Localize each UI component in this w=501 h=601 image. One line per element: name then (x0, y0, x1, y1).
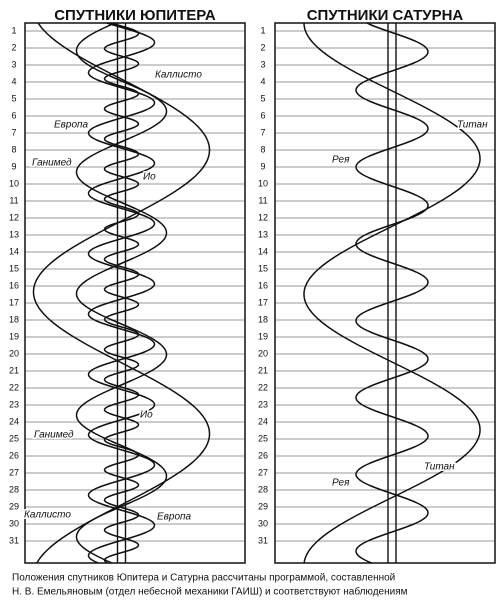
day-label: 8 (11, 144, 16, 154)
day-label: 7 (260, 127, 265, 137)
day-label: 28 (9, 484, 19, 494)
day-label: 18 (258, 314, 268, 324)
day-label: 5 (11, 93, 16, 103)
day-label: 15 (9, 263, 19, 273)
day-label: 19 (9, 331, 19, 341)
moon-label: Титан (457, 120, 488, 131)
day-label: 4 (260, 76, 265, 86)
caption-line: Н. В. Емельяновым (отдел небесной механи… (12, 586, 408, 598)
day-label: 27 (258, 467, 268, 477)
day-label: 26 (258, 450, 268, 460)
moon-label: Ганимед (34, 430, 74, 441)
moon-label: Ио (140, 410, 153, 421)
day-label: 26 (9, 450, 19, 460)
panel-title: СПУТНИКИ ЮПИТЕРА (54, 7, 216, 24)
day-label: 7 (11, 127, 16, 137)
day-label: 29 (9, 501, 19, 511)
day-label: 3 (11, 59, 16, 69)
day-label: 24 (258, 416, 268, 426)
moon-label: Европа (157, 512, 192, 523)
day-label: 27 (9, 467, 19, 477)
day-label: 11 (9, 195, 18, 205)
moon-label: Рея (332, 155, 350, 166)
day-label: 17 (258, 297, 268, 307)
day-label: 1 (260, 25, 265, 35)
day-label: 13 (258, 229, 268, 239)
orbit-curve (103, 22, 140, 564)
day-label: 31 (258, 535, 268, 545)
day-label: 30 (9, 518, 19, 528)
day-label: 8 (260, 144, 265, 154)
day-label: 13 (9, 229, 19, 239)
moon-label: Ганимед (32, 158, 72, 169)
day-label: 16 (9, 280, 19, 290)
orbit-curve (355, 22, 429, 564)
day-label: 9 (260, 161, 265, 171)
day-label: 5 (260, 93, 265, 103)
day-label: 15 (258, 263, 268, 273)
day-label: 18 (9, 314, 19, 324)
day-label: 23 (258, 399, 268, 409)
day-label: 21 (258, 365, 268, 375)
panel-title: СПУТНИКИ САТУРНА (307, 7, 464, 24)
day-label: 25 (9, 433, 19, 443)
moon-label: Ио (143, 172, 156, 183)
day-label: 2 (11, 42, 16, 52)
day-label: 1 (11, 25, 16, 35)
day-label: 11 (258, 195, 267, 205)
day-label: 3 (260, 59, 265, 69)
day-label: 20 (9, 348, 19, 358)
day-label: 6 (260, 110, 265, 120)
day-label: 2 (260, 42, 265, 52)
moon-label: Европа (54, 120, 89, 131)
day-label: 14 (258, 246, 268, 256)
day-label: 23 (9, 399, 19, 409)
orbit-curve (32, 22, 211, 564)
day-label: 29 (258, 501, 268, 511)
moon-label: Рея (332, 478, 350, 489)
day-label: 22 (258, 382, 268, 392)
moon-label: Титан (424, 462, 455, 473)
orbit-curve (75, 22, 168, 564)
day-label: 14 (9, 246, 19, 256)
panel-frame (24, 22, 246, 564)
day-label: 31 (9, 535, 19, 545)
day-label: 17 (9, 297, 19, 307)
day-label: 16 (258, 280, 268, 290)
orbit-curve (303, 23, 481, 564)
orbit-curve (87, 22, 156, 564)
moon-label: Каллисто (24, 510, 71, 521)
day-label: 30 (258, 518, 268, 528)
day-label: 22 (9, 382, 19, 392)
day-label: 10 (258, 178, 268, 188)
day-label: 10 (9, 178, 19, 188)
panel-frame (274, 22, 496, 564)
day-label: 6 (11, 110, 16, 120)
moon-label: Каллисто (155, 70, 202, 81)
day-label: 28 (258, 484, 268, 494)
day-label: 9 (11, 161, 16, 171)
day-label: 24 (9, 416, 19, 426)
day-label: 20 (258, 348, 268, 358)
day-label: 4 (11, 76, 16, 86)
day-label: 12 (258, 212, 268, 222)
day-label: 19 (258, 331, 268, 341)
day-label: 12 (9, 212, 19, 222)
caption-line: Положения спутников Юпитера и Сатурна ра… (12, 573, 395, 584)
day-label: 21 (9, 365, 19, 375)
day-label: 25 (258, 433, 268, 443)
